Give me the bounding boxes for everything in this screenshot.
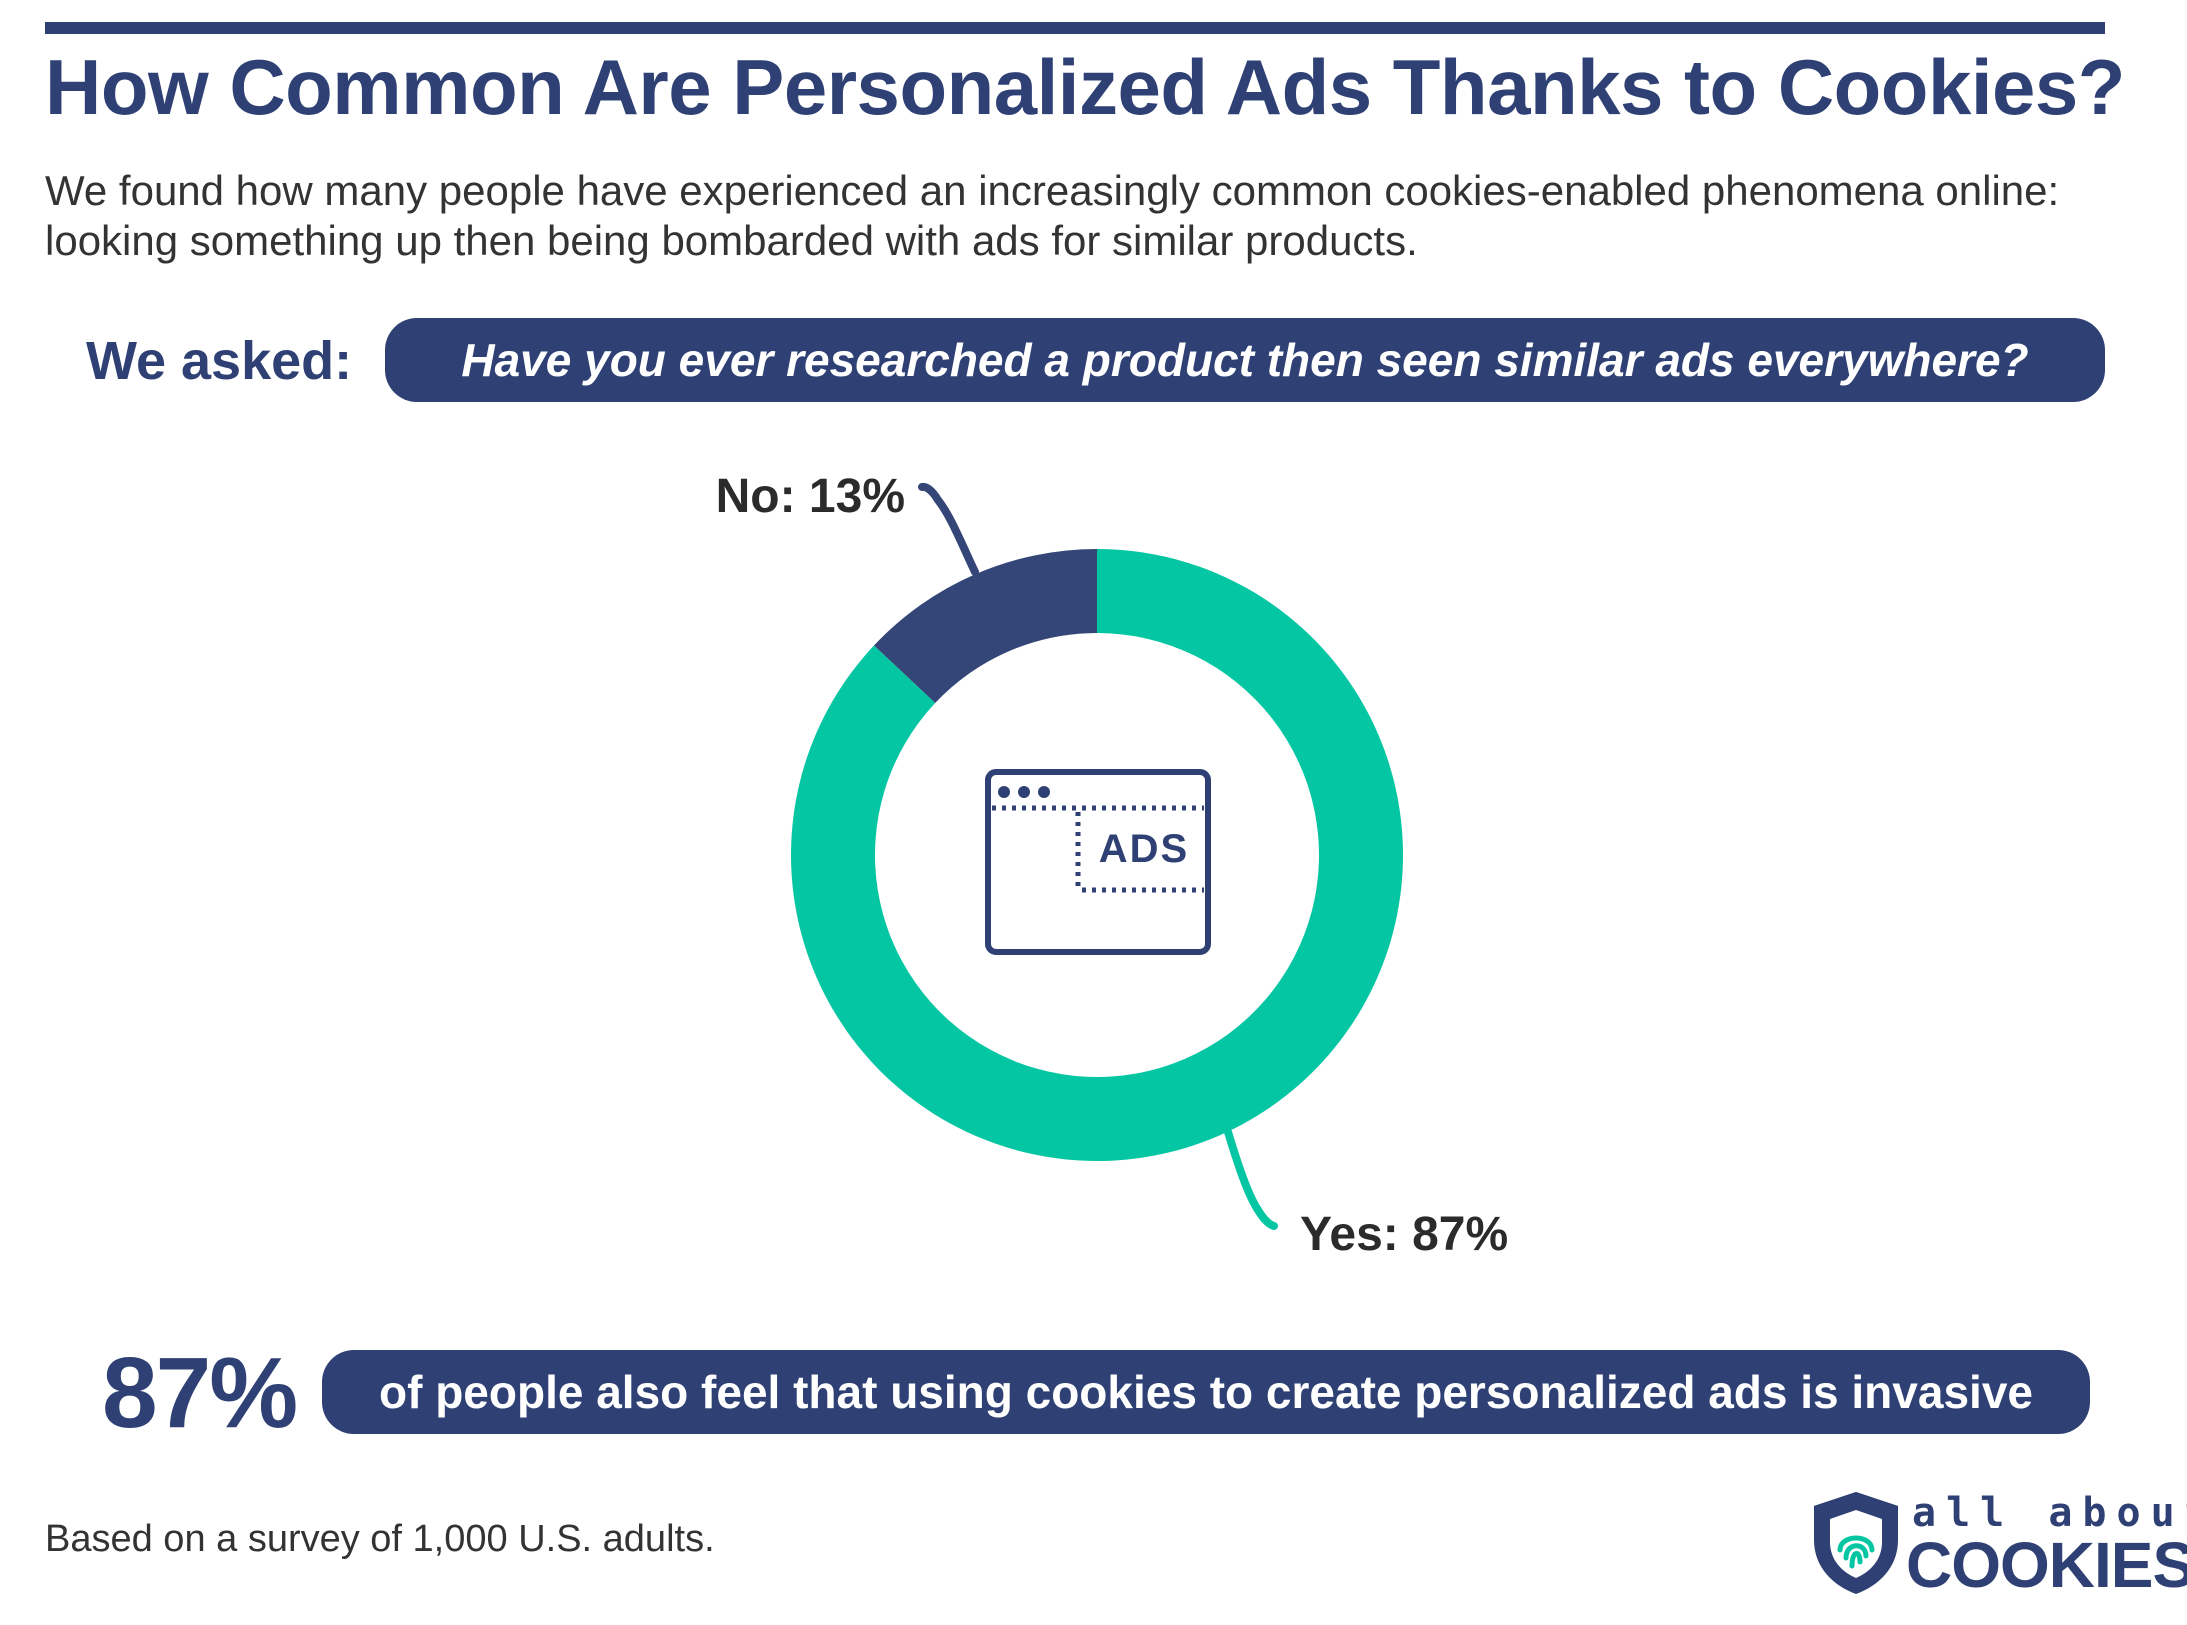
ads-icon-text: ADS (1099, 827, 1189, 871)
donut-slice-no (873, 549, 1097, 704)
logo-text-bottom: COOKIES (1906, 1529, 2187, 1601)
browser-ads-icon: ADS (985, 769, 1211, 955)
page-title: How Common Are Personalized Ads Thanks t… (45, 43, 2125, 131)
stat-value: 87% (102, 1337, 298, 1449)
stat-text: of people also feel that using cookies t… (379, 1366, 2033, 1418)
top-rule (45, 22, 2105, 34)
donut-slices (790, 549, 1403, 1161)
page-subtitle: We found how many people have experience… (45, 167, 2060, 264)
question-text: Have you ever researched a product then … (461, 334, 2029, 386)
slice-label-yes: Yes: 87% (1300, 1208, 1508, 1261)
logo: all about COOKIES (1808, 1488, 2187, 1601)
leader-lines (918, 482, 1278, 1230)
slice-label-no: No: 13% (716, 470, 905, 523)
slice-labels: No: 13% Yes: 87% (716, 470, 1509, 1261)
logo-text-top: all about (1912, 1490, 2187, 1536)
leader-line-yes (1224, 1128, 1278, 1230)
question-label: We asked: (86, 331, 353, 391)
question-pill: Have you ever researched a product then … (385, 318, 2105, 402)
footnote: Based on a survey of 1,000 U.S. adults. (45, 1518, 715, 1560)
leader-line-no (918, 482, 979, 576)
stat-pill: of people also feel that using cookies t… (322, 1350, 2090, 1434)
shield-fingerprint-icon (1814, 1492, 1898, 1594)
